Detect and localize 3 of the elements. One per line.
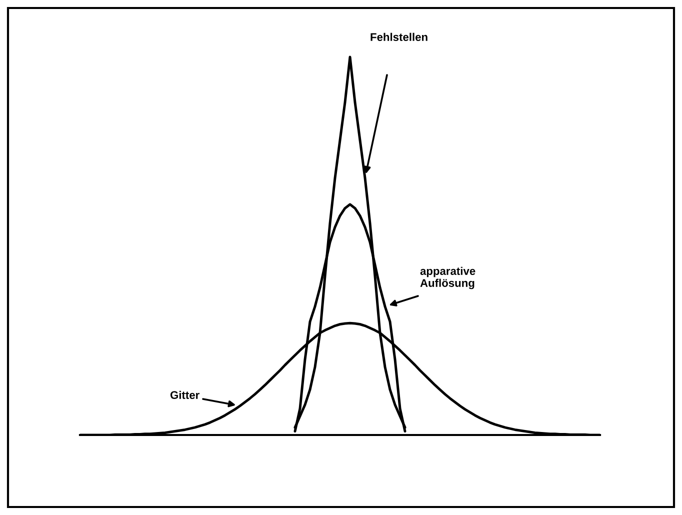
- text: apparative Auflösung: [420, 266, 476, 290]
- text: Fehlstellen: [370, 32, 428, 41]
- legend-label: Gitter: [170, 390, 200, 399]
